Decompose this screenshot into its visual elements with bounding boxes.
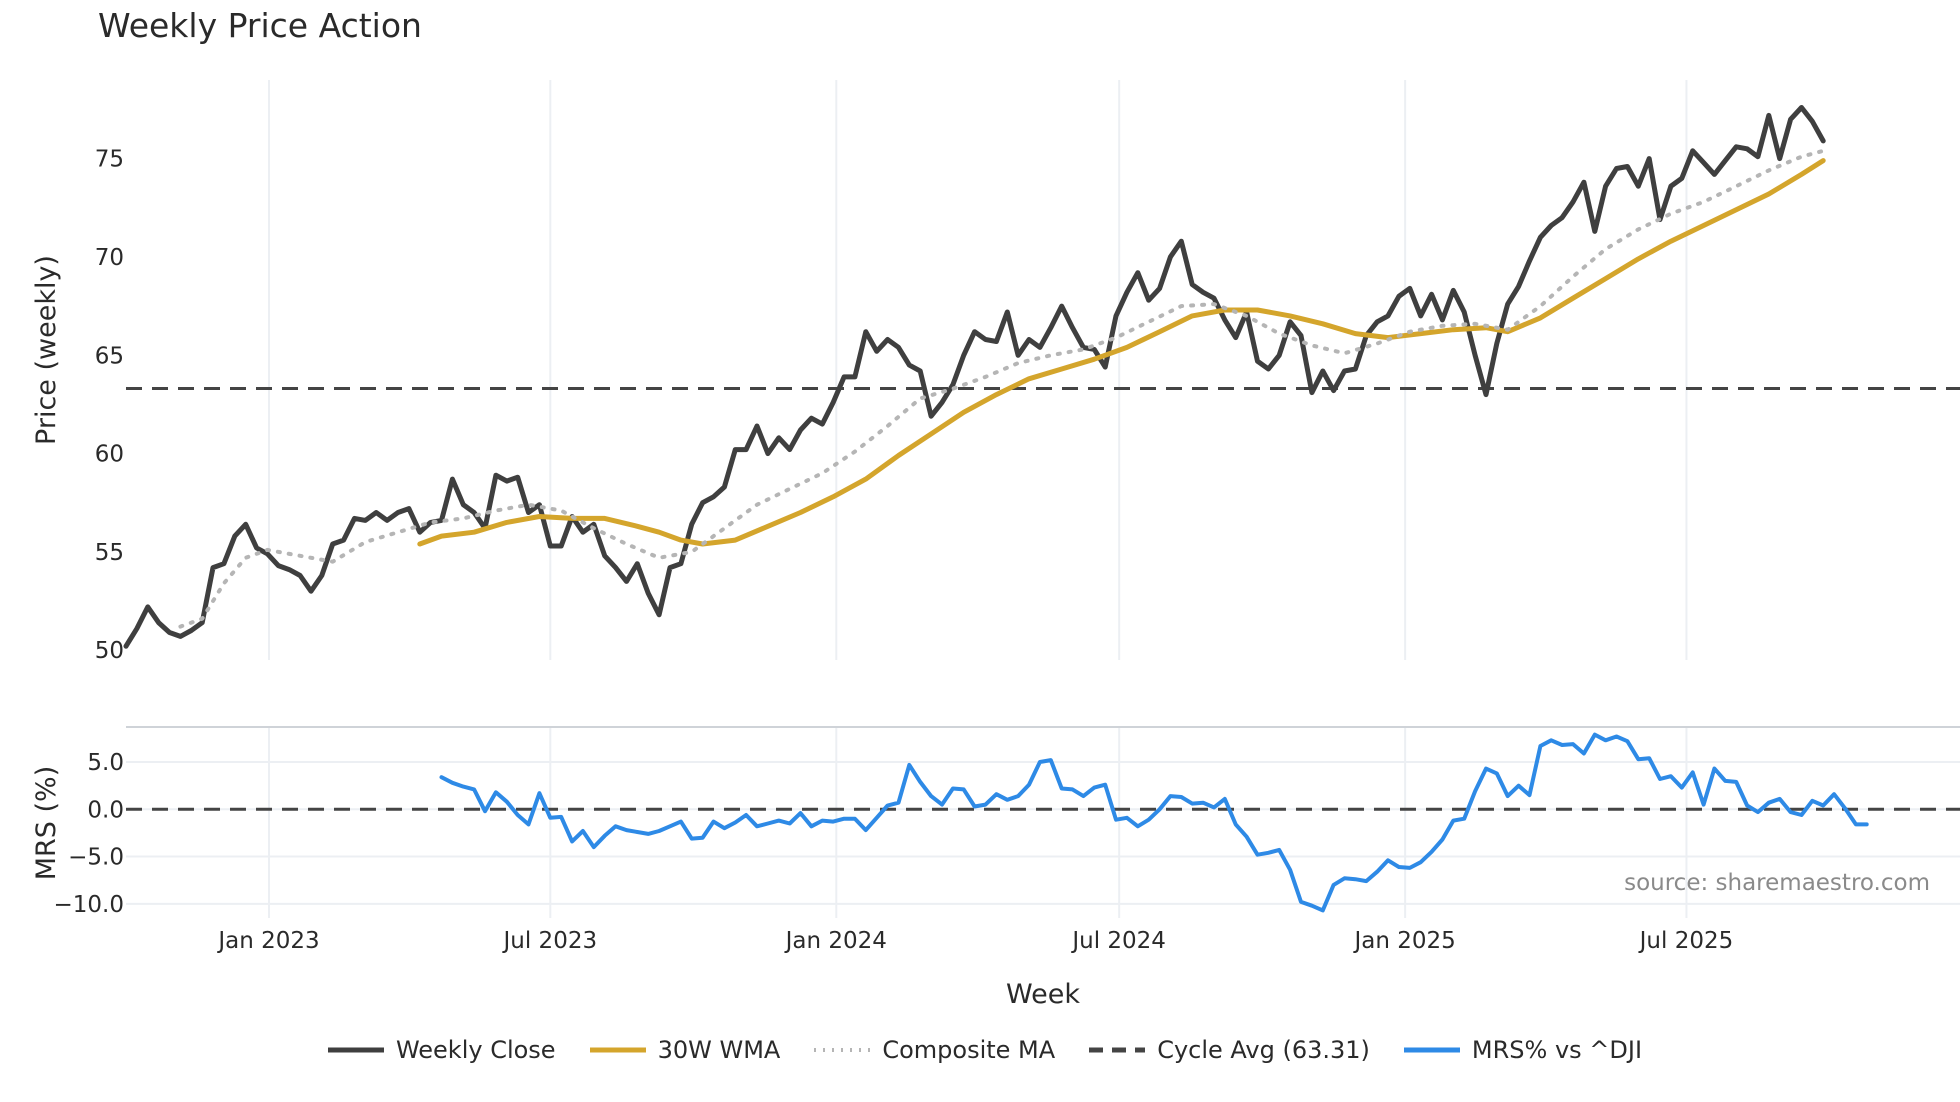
price-y-tick-label: 60 — [95, 442, 124, 468]
chart-title: Weekly Price Action — [98, 6, 422, 45]
legend-label: MRS% vs ^DJI — [1471, 1036, 1643, 1064]
x-tick-label: Jan 2024 — [784, 928, 887, 954]
price-y-tick-label: 65 — [95, 343, 124, 369]
x-tick-label: Jan 2025 — [1352, 928, 1455, 954]
price-y-tick-label: 70 — [95, 245, 124, 271]
legend-swatch — [327, 1047, 384, 1053]
legend-swatch — [814, 1048, 871, 1052]
mrs-y-axis-label: MRS (%) — [31, 766, 62, 881]
legend-item: Cycle Avg (63.31) — [1087, 1036, 1370, 1064]
legend-item: Weekly Close — [326, 1036, 556, 1064]
x-tick-label: Jul 2025 — [1638, 928, 1734, 954]
price-y-tick-label: 55 — [95, 540, 124, 566]
legend-label: 30W WMA — [657, 1036, 781, 1064]
price-y-tick-label: 75 — [95, 147, 124, 173]
legend-label: Weekly Close — [395, 1036, 556, 1064]
mrs-y-tick-label: 5.0 — [87, 750, 124, 776]
legend-label: Composite MA — [882, 1036, 1056, 1064]
x-tick-label: Jul 2023 — [502, 928, 598, 954]
x-tick-label: Jul 2024 — [1070, 928, 1166, 954]
legend-item: MRS% vs ^DJI — [1402, 1036, 1642, 1064]
chart-legend: Weekly Close 30W WMA Composite MA Cycle Avg… — [0, 1036, 1960, 1064]
series-line-30w-wma — [417, 158, 1826, 547]
legend-swatch — [1403, 1047, 1460, 1053]
series-line-composite-ma — [178, 148, 1826, 629]
mrs-y-tick-label: −5.0 — [68, 845, 124, 871]
chart-canvas: Jan 2023 Jul 2023 Jan 2024 Jul 2024 Jan 2025… — [31, 80, 1960, 1010]
mrs-y-tick-label: 0.0 — [87, 797, 124, 823]
price-y-axis-label: Price (weekly) — [31, 255, 62, 445]
x-axis-label: Week — [1006, 979, 1080, 1010]
source-note: source: sharemaestro.com — [1624, 870, 1930, 896]
legend-swatch — [589, 1047, 646, 1053]
series-line-mrs-vs-dji — [439, 732, 1869, 913]
series-line-weekly-close — [123, 105, 1826, 649]
price-y-tick-label: 50 — [95, 638, 124, 664]
legend-item: Composite MA — [812, 1036, 1055, 1064]
mrs-y-tick-label: −10.0 — [54, 892, 124, 918]
legend-item: 30W WMA — [588, 1036, 781, 1064]
legend-label: Cycle Avg (63.31) — [1157, 1036, 1370, 1064]
legend-swatch — [1089, 1047, 1146, 1053]
x-tick-label: Jan 2023 — [216, 928, 319, 954]
